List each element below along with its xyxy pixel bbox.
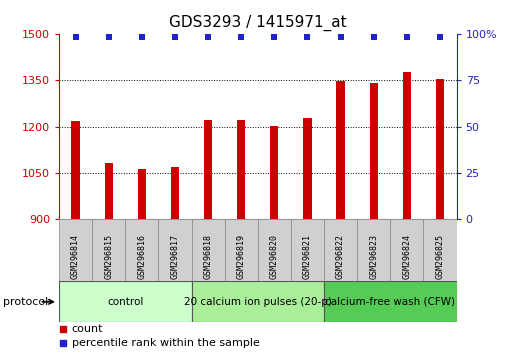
Bar — [59, 281, 191, 322]
Bar — [403, 72, 411, 219]
Bar — [237, 120, 245, 219]
Text: GSM296824: GSM296824 — [402, 234, 411, 279]
Text: GSM296825: GSM296825 — [436, 234, 444, 279]
Text: percentile rank within the sample: percentile rank within the sample — [71, 338, 260, 348]
Text: GSM296816: GSM296816 — [137, 234, 146, 279]
Text: count: count — [71, 324, 103, 334]
Bar — [191, 219, 225, 281]
Bar — [225, 219, 258, 281]
Bar — [191, 281, 324, 322]
Text: GSM296822: GSM296822 — [336, 234, 345, 279]
Bar — [303, 118, 311, 219]
Text: GSM296819: GSM296819 — [236, 234, 246, 279]
Bar — [436, 79, 444, 219]
Bar — [59, 219, 92, 281]
Title: GDS3293 / 1415971_at: GDS3293 / 1415971_at — [169, 15, 347, 31]
Bar — [291, 219, 324, 281]
Bar — [390, 219, 423, 281]
Bar — [105, 163, 113, 219]
Text: GSM296821: GSM296821 — [303, 234, 312, 279]
Bar — [270, 126, 279, 219]
Bar — [324, 219, 357, 281]
Bar — [159, 219, 191, 281]
Text: calcium-free wash (CFW): calcium-free wash (CFW) — [325, 297, 456, 307]
Text: control: control — [107, 297, 144, 307]
Bar — [125, 219, 159, 281]
Bar — [137, 169, 146, 219]
Bar — [204, 120, 212, 219]
Bar — [258, 219, 291, 281]
Bar — [423, 219, 457, 281]
Text: protocol: protocol — [3, 297, 48, 307]
Bar — [337, 81, 345, 219]
Text: GSM296814: GSM296814 — [71, 234, 80, 279]
Text: GSM296823: GSM296823 — [369, 234, 378, 279]
Bar — [71, 121, 80, 219]
Bar — [171, 167, 179, 219]
Bar — [324, 281, 457, 322]
Bar — [357, 219, 390, 281]
Text: GSM296818: GSM296818 — [204, 234, 212, 279]
Text: GSM296815: GSM296815 — [104, 234, 113, 279]
Bar — [369, 82, 378, 219]
Text: GSM296817: GSM296817 — [170, 234, 180, 279]
Text: GSM296820: GSM296820 — [270, 234, 279, 279]
Text: 20 calcium ion pulses (20-p): 20 calcium ion pulses (20-p) — [184, 297, 332, 307]
Bar — [92, 219, 125, 281]
